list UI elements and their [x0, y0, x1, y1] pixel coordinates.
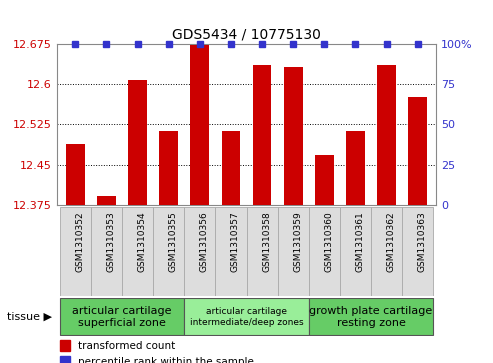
- Bar: [190, 45, 209, 205]
- Text: GSM1310359: GSM1310359: [293, 211, 302, 272]
- FancyBboxPatch shape: [278, 207, 309, 296]
- Text: GSM1310363: GSM1310363: [418, 211, 426, 272]
- Bar: [253, 65, 271, 205]
- Bar: [128, 79, 147, 205]
- Text: percentile rank within the sample: percentile rank within the sample: [77, 357, 253, 363]
- Bar: [97, 196, 116, 205]
- FancyBboxPatch shape: [215, 207, 246, 296]
- Bar: [159, 131, 178, 205]
- Text: GSM1310362: GSM1310362: [387, 211, 395, 272]
- Bar: [408, 97, 427, 205]
- Text: GSM1310354: GSM1310354: [138, 211, 146, 272]
- FancyBboxPatch shape: [60, 298, 184, 335]
- Text: GSM1310355: GSM1310355: [169, 211, 177, 272]
- Text: transformed count: transformed count: [77, 341, 175, 351]
- FancyBboxPatch shape: [91, 207, 122, 296]
- FancyBboxPatch shape: [402, 207, 433, 296]
- FancyBboxPatch shape: [246, 207, 278, 296]
- Bar: [66, 144, 85, 205]
- FancyBboxPatch shape: [184, 207, 215, 296]
- Text: tissue ▶: tissue ▶: [7, 312, 52, 322]
- Bar: [284, 67, 303, 205]
- Bar: [315, 155, 334, 205]
- Text: GSM1310356: GSM1310356: [200, 211, 209, 272]
- Bar: [61, 356, 70, 363]
- FancyBboxPatch shape: [60, 207, 91, 296]
- Text: GSM1310353: GSM1310353: [106, 211, 115, 272]
- Bar: [346, 131, 365, 205]
- FancyBboxPatch shape: [340, 207, 371, 296]
- FancyBboxPatch shape: [122, 207, 153, 296]
- Text: articular cartilage
intermediate/deep zones: articular cartilage intermediate/deep zo…: [190, 307, 303, 327]
- Title: GDS5434 / 10775130: GDS5434 / 10775130: [172, 27, 321, 41]
- Text: GSM1310361: GSM1310361: [355, 211, 364, 272]
- Text: GSM1310357: GSM1310357: [231, 211, 240, 272]
- FancyBboxPatch shape: [184, 298, 309, 335]
- FancyBboxPatch shape: [309, 207, 340, 296]
- FancyBboxPatch shape: [371, 207, 402, 296]
- Bar: [61, 340, 70, 351]
- Text: GSM1310360: GSM1310360: [324, 211, 333, 272]
- Bar: [222, 131, 240, 205]
- Text: articular cartilage
superficial zone: articular cartilage superficial zone: [72, 306, 172, 328]
- Bar: [377, 65, 396, 205]
- Text: GSM1310352: GSM1310352: [75, 211, 84, 272]
- FancyBboxPatch shape: [309, 298, 433, 335]
- FancyBboxPatch shape: [153, 207, 184, 296]
- Text: GSM1310358: GSM1310358: [262, 211, 271, 272]
- Text: growth plate cartilage
resting zone: growth plate cartilage resting zone: [309, 306, 432, 328]
